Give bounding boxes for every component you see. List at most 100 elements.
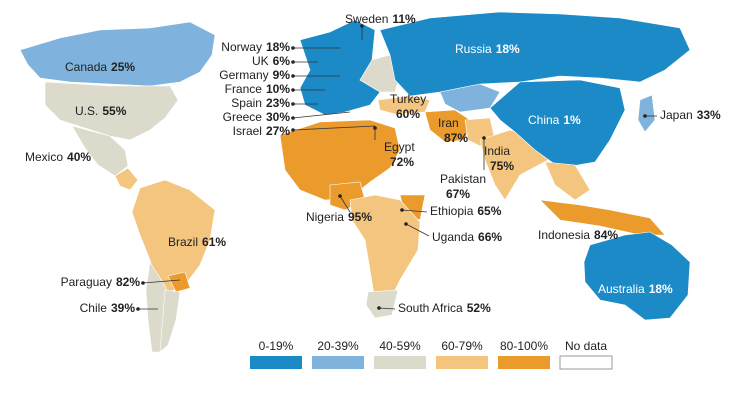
leader-dot <box>400 208 404 212</box>
country-value: 72% <box>390 155 414 169</box>
leader-dot <box>291 116 295 120</box>
country-value: 65% <box>477 204 501 218</box>
country-name: Norway <box>221 40 262 54</box>
country-name: Iran <box>438 116 459 130</box>
country-value: 66% <box>478 230 502 244</box>
country-name: Mexico <box>25 150 63 164</box>
leader-dot <box>360 24 364 28</box>
land <box>583 231 691 321</box>
country-name: Egypt <box>384 140 415 154</box>
land <box>539 199 666 236</box>
leader-dot <box>291 88 295 92</box>
leader-line <box>405 223 430 237</box>
country-value: 9% <box>273 68 291 82</box>
country-label: Paraguay 82% <box>61 275 141 289</box>
leader-dot <box>404 222 408 226</box>
country-name: Australia <box>598 282 645 296</box>
country-label: Greece 30% <box>223 110 291 124</box>
leader-dot <box>291 102 295 106</box>
country-label: France 10% <box>225 82 291 96</box>
country-name: Paraguay <box>61 275 112 289</box>
legend-label: 60-79% <box>441 339 483 353</box>
country-value: 18% <box>266 40 290 54</box>
country-name: Chile <box>80 301 108 315</box>
country-label: Australia 18% <box>598 282 673 296</box>
legend-swatch <box>559 355 613 370</box>
country-name: Greece <box>223 110 263 124</box>
leader-line <box>142 279 181 284</box>
leader-dot <box>377 306 381 310</box>
land <box>424 109 471 143</box>
country-value: 18% <box>496 42 520 56</box>
country-value: 11% <box>392 12 416 26</box>
country-value: 33% <box>697 108 721 122</box>
country-label: Ethiopia 65% <box>430 204 502 218</box>
legend-swatch <box>250 356 302 369</box>
country-value: 84% <box>594 228 618 242</box>
country-name: India <box>484 144 510 158</box>
country-name: Uganda <box>432 230 474 244</box>
country-value: 55% <box>102 104 126 118</box>
country-name: China <box>528 113 560 127</box>
legend-swatch <box>312 356 364 369</box>
legend-label: 20-39% <box>317 339 359 353</box>
leader-dot <box>643 114 647 118</box>
country-name: France <box>225 82 263 96</box>
land <box>71 125 129 177</box>
country-value: 27% <box>266 124 290 138</box>
country-label: Mexico 40% <box>25 150 91 164</box>
country-name: Canada <box>65 60 107 74</box>
country-name: Israel <box>233 124 262 138</box>
leader-line <box>292 111 351 119</box>
country-label: Spain 23% <box>231 96 290 110</box>
country-value: 10% <box>266 82 290 96</box>
leader-line <box>401 209 428 213</box>
country-name: Ethiopia <box>430 204 474 218</box>
land <box>299 19 381 116</box>
country-value: 40% <box>67 150 91 164</box>
country-label: Brazil 61% <box>168 235 226 249</box>
country-name: Germany <box>219 68 268 82</box>
country-label: Israel 27% <box>233 124 291 138</box>
country-label: China 1% <box>528 113 581 127</box>
leader-dot <box>338 194 342 198</box>
country-value: 75% <box>490 159 514 173</box>
country-label: U.S. 55% <box>75 104 127 118</box>
country-label: Russia 18% <box>455 42 520 56</box>
land <box>637 94 656 133</box>
land <box>489 79 626 169</box>
leader-dot <box>141 281 145 285</box>
leader-dot <box>136 307 140 311</box>
land <box>114 167 139 191</box>
legend-label: 40-59% <box>379 339 421 353</box>
country-value: 87% <box>444 131 468 145</box>
leader-line <box>292 125 376 131</box>
country-name: Russia <box>455 42 492 56</box>
land <box>19 21 216 87</box>
country-value: 52% <box>467 301 491 315</box>
country-value: 39% <box>111 301 135 315</box>
land <box>159 289 181 353</box>
country-value: 23% <box>266 96 290 110</box>
country-value: 1% <box>563 113 581 127</box>
country-name: Sweden <box>345 12 388 26</box>
land <box>379 11 691 97</box>
leader-dot <box>291 74 295 78</box>
country-value: 30% <box>266 110 290 124</box>
leader-dot <box>291 46 295 50</box>
country-value: 60% <box>396 107 420 121</box>
leader-dot <box>373 126 377 130</box>
leader-dot <box>482 136 486 140</box>
land <box>167 271 191 293</box>
leader-dot <box>291 60 295 64</box>
land <box>279 119 401 201</box>
country-label: Nigeria 95% <box>306 210 372 224</box>
land <box>224 5 271 49</box>
country-label: Canada 25% <box>65 60 135 74</box>
leader-dot <box>291 128 295 132</box>
country-name: Japan <box>660 108 693 122</box>
country-name: Indonesia <box>538 228 590 242</box>
country-label: Indonesia 84% <box>538 228 618 242</box>
country-label: Germany 9% <box>219 68 290 82</box>
